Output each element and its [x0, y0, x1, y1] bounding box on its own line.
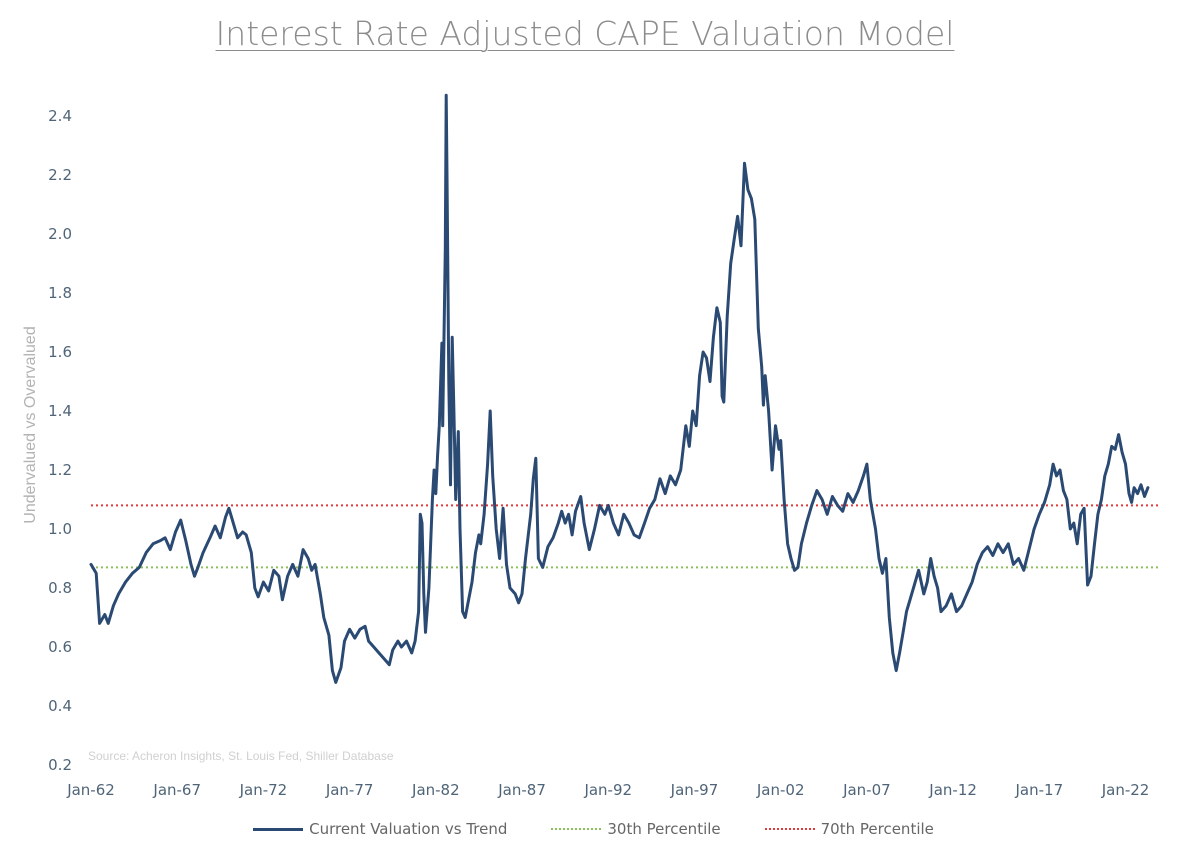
legend-swatch-dotted-red — [764, 828, 815, 830]
series-line-current-valuation — [89, 93, 1150, 684]
y-tick-label: 1.2 — [48, 461, 72, 479]
x-tick-label: Jan-77 — [325, 781, 374, 799]
x-tick-label: Jan-87 — [497, 781, 546, 799]
y-tick-label: 0.8 — [48, 579, 72, 597]
y-tick-label: 2.2 — [48, 166, 72, 184]
source-note: Source: Acheron Insights, St. Louis Fed,… — [88, 749, 394, 763]
y-tick-label: 2.0 — [48, 225, 72, 243]
y-axis-ticks: 0.2 0.4 0.6 0.8 1.0 1.2 1.4 1.6 1.8 2.0 2.2 2.4 — [48, 107, 72, 774]
y-tick-label: 1.8 — [48, 284, 72, 302]
x-tick-label: Jan-67 — [152, 781, 201, 799]
legend-label: 30th Percentile — [607, 820, 721, 838]
x-tick-label: Jan-07 — [842, 781, 891, 799]
percentile-lines — [91, 504, 1160, 569]
x-tick-label: Jan-02 — [756, 781, 805, 799]
x-tick-label: Jan-22 — [1101, 781, 1150, 799]
x-tick-label: Jan-17 — [1014, 781, 1063, 799]
legend-label: Current Valuation vs Trend — [309, 820, 508, 838]
legend-item-current-valuation: Current Valuation vs Trend — [253, 820, 507, 838]
x-tick-label: Jan-72 — [239, 781, 288, 799]
legend-item-70th-percentile: 70th Percentile — [764, 820, 934, 838]
y-axis-label: Undervalued vs Overvalued — [22, 326, 39, 523]
x-tick-label: Jan-97 — [670, 781, 719, 799]
x-axis-ticks: Jan-62 Jan-67 Jan-72 Jan-77 Jan-82 Jan-87 Jan-… — [66, 781, 1149, 799]
legend-item-30th-percentile: 30th Percentile — [551, 820, 721, 838]
y-tick-label: 0.4 — [48, 697, 72, 715]
legend-swatch-solid — [253, 827, 304, 831]
legend: Current Valuation vs Trend 30th Percenti… — [0, 820, 1187, 838]
legend-swatch-dotted-green — [551, 828, 602, 830]
y-tick-label: 1.0 — [48, 520, 72, 538]
y-tick-label: 1.4 — [48, 402, 72, 420]
x-tick-label: Jan-12 — [928, 781, 977, 799]
x-tick-label: Jan-82 — [411, 781, 460, 799]
y-tick-label: 1.6 — [48, 343, 72, 361]
series-lines — [89, 93, 1150, 684]
chart-title: Interest Rate Adjusted CAPE Valuation Mo… — [215, 14, 955, 53]
legend-label: 70th Percentile — [820, 820, 934, 838]
x-tick-label: Jan-92 — [583, 781, 632, 799]
chart-area: 0.2 0.4 0.6 0.8 1.0 1.2 1.4 1.6 1.8 2.0 2.2 2.4 Jan… — [22, 93, 1160, 799]
y-tick-label: 0.6 — [48, 638, 72, 656]
y-tick-label: 2.4 — [48, 107, 72, 125]
x-tick-label: Jan-62 — [66, 781, 115, 799]
y-tick-label: 0.2 — [48, 756, 72, 774]
